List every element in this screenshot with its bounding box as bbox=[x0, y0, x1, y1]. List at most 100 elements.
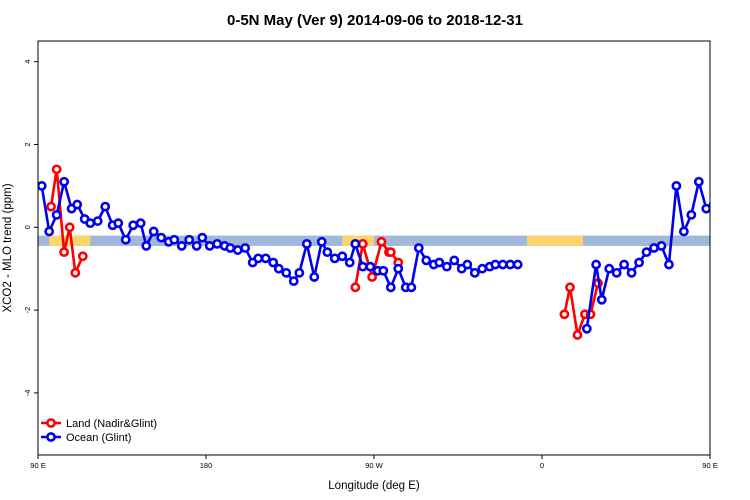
y-axis-label: XCO2 - MLO trend (ppm) bbox=[2, 183, 14, 312]
data-point bbox=[156, 232, 167, 243]
series-ocean bbox=[38, 176, 747, 334]
data-point bbox=[434, 257, 445, 268]
data-point bbox=[604, 263, 615, 274]
data-point bbox=[393, 263, 404, 274]
data-point bbox=[268, 257, 279, 268]
data-point bbox=[212, 238, 223, 249]
data-point bbox=[260, 253, 271, 264]
data-point bbox=[120, 234, 131, 245]
data-point bbox=[641, 247, 652, 258]
data-point bbox=[322, 247, 333, 258]
y-tick-label: 0 bbox=[23, 225, 32, 229]
data-point bbox=[85, 218, 96, 229]
data-point bbox=[70, 267, 81, 278]
data-point bbox=[77, 251, 88, 262]
data-point bbox=[191, 241, 202, 251]
data-point bbox=[169, 234, 180, 245]
x-tick-label: 90 W bbox=[365, 461, 383, 470]
data-point bbox=[100, 201, 111, 212]
data-point bbox=[350, 238, 361, 249]
data-point bbox=[469, 267, 480, 278]
y-tick-label: -4 bbox=[23, 390, 32, 397]
data-point bbox=[462, 259, 473, 270]
data-point bbox=[309, 272, 320, 282]
data-point bbox=[240, 243, 251, 253]
data-point bbox=[686, 209, 697, 220]
data-point bbox=[44, 226, 55, 237]
y-tick-label: -2 bbox=[23, 307, 32, 314]
data-point bbox=[344, 257, 355, 268]
data-point bbox=[225, 243, 236, 253]
data-point bbox=[376, 236, 387, 247]
data-point bbox=[367, 272, 378, 282]
data-point bbox=[288, 276, 299, 287]
data-point bbox=[51, 209, 62, 220]
data-point bbox=[316, 236, 327, 247]
series-land bbox=[46, 164, 603, 340]
x-tick-label: 0 bbox=[540, 461, 544, 470]
x-tick-label: 90 E bbox=[702, 461, 717, 470]
plot-area bbox=[38, 164, 750, 340]
data-point bbox=[725, 220, 732, 227]
data-point bbox=[294, 267, 305, 278]
data-point bbox=[733, 217, 740, 224]
data-point bbox=[357, 261, 368, 272]
x-tick-label: 180 bbox=[200, 461, 213, 470]
data-point bbox=[59, 247, 70, 258]
data-point bbox=[490, 259, 501, 270]
x-axis: 90 E 180 90 W 0 90 E bbox=[30, 455, 718, 470]
data-point bbox=[301, 238, 312, 249]
chart-title: 0-5N May (Ver 9) 2014-09-06 to 2018-12-3… bbox=[227, 12, 523, 29]
x-axis-label: Longitude (deg E) bbox=[328, 480, 420, 492]
data-point bbox=[337, 251, 348, 262]
data-point bbox=[649, 243, 659, 253]
data-point bbox=[64, 222, 75, 233]
data-point bbox=[581, 323, 592, 334]
data-point bbox=[273, 263, 284, 274]
data-point bbox=[708, 201, 710, 208]
data-point bbox=[46, 201, 56, 212]
series-line bbox=[585, 180, 710, 329]
data-point bbox=[626, 267, 637, 278]
data-point bbox=[693, 176, 704, 187]
data-point bbox=[176, 241, 187, 251]
data-point bbox=[51, 164, 62, 175]
y-axis: -4 -2 0 2 4 bbox=[23, 60, 38, 397]
data-point bbox=[350, 282, 361, 293]
data-point bbox=[281, 267, 292, 278]
data-point bbox=[406, 282, 417, 293]
y-tick-label: 4 bbox=[23, 60, 32, 64]
data-point bbox=[204, 241, 215, 251]
data-point bbox=[365, 261, 376, 272]
data-point bbox=[92, 216, 103, 226]
data-point bbox=[197, 232, 208, 243]
data-point bbox=[512, 259, 523, 270]
x-tick-label: 90 E bbox=[30, 461, 45, 470]
land-band-segment bbox=[723, 236, 750, 246]
data-point bbox=[148, 226, 159, 237]
data-point bbox=[678, 226, 689, 237]
land-band-segment bbox=[49, 235, 91, 246]
data-point bbox=[441, 261, 452, 272]
data-point bbox=[413, 243, 424, 253]
data-point bbox=[740, 203, 747, 210]
data-point bbox=[38, 181, 47, 191]
data-point bbox=[449, 255, 460, 266]
data-point bbox=[329, 253, 340, 264]
y-tick-label: 2 bbox=[23, 142, 32, 146]
legend: Land (Nadir&Glint) Ocean (Glint) bbox=[41, 418, 157, 444]
data-point bbox=[357, 238, 368, 249]
legend-swatch-marker bbox=[46, 418, 56, 428]
data-point bbox=[113, 218, 124, 229]
land-band-segment bbox=[527, 235, 584, 246]
data-point bbox=[505, 259, 516, 270]
legend-swatch-marker bbox=[46, 432, 56, 442]
data-point bbox=[619, 259, 630, 270]
data-point bbox=[634, 257, 644, 268]
data-point bbox=[559, 309, 570, 320]
data-point bbox=[656, 241, 667, 251]
data-point bbox=[596, 294, 607, 305]
data-point bbox=[184, 234, 195, 245]
legend-label: Ocean (Glint) bbox=[66, 432, 131, 444]
